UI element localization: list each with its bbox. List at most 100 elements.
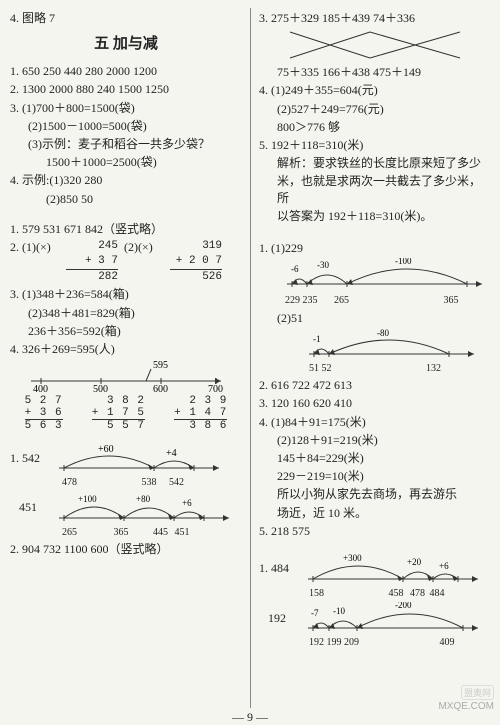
calc-row: + 3 7 <box>66 254 118 270</box>
calc-row: 5 2 7 <box>25 395 63 407</box>
calc-row: 3 8 2 <box>92 395 145 407</box>
text-line: 2. 904 732 1100 600（竖式略） <box>10 541 242 557</box>
tick: 600 <box>153 384 168 393</box>
tick-row: 51 52 132 <box>259 362 490 376</box>
text-line: 场近，近 10 米。 <box>259 505 490 521</box>
cross-diagram <box>270 28 480 62</box>
text-line: 3. 120 160 620 410 <box>259 395 490 411</box>
tick: 132 <box>334 363 441 374</box>
text-line: 236＋356=592(箱) <box>10 323 242 339</box>
arc-row: 1. 542 +60 +4 <box>10 442 242 474</box>
text-line: (2)850 50 <box>10 191 242 207</box>
tick: 199 <box>327 637 342 648</box>
tick: 192 <box>309 637 324 648</box>
text-line: 1. 579 531 671 842（竖式略） <box>10 221 242 237</box>
arc-label: -1 <box>313 334 321 344</box>
arc-label: -100 <box>395 258 412 266</box>
tick-row: 229 235 265 365 <box>259 294 490 308</box>
text-line: 229－219=10(米) <box>259 468 490 484</box>
text-line: (2)527＋249=776(元) <box>259 101 490 117</box>
vertical-add-row: 2. (1)(×) 245 + 3 7 282 (2)(×) 319 + 2 0… <box>10 239 242 285</box>
calc-row: 282 <box>66 270 118 285</box>
arc-label: +60 <box>98 444 114 455</box>
text-line: (2)1500－1000=500(袋) <box>10 118 242 134</box>
calc-row: 5 5 7 <box>92 420 145 432</box>
tick: 451 <box>171 527 190 538</box>
text-line: 所以小狗从家先去商场，再去游乐 <box>259 486 490 502</box>
text-line: (2)128＋91=219(米) <box>259 432 490 448</box>
arc-label: +80 <box>136 494 151 504</box>
arc-line: -1 -80 <box>299 328 479 360</box>
tick-row: 158 458 478 484 <box>259 587 490 601</box>
arc-label: -7 <box>311 608 319 618</box>
tick-row: 478 538 542 <box>10 476 242 490</box>
text-line: 4. 示例:(1)320 280 <box>10 172 242 188</box>
text-line: 1. (1)229 <box>259 240 490 256</box>
arc-line: +300 +20 +6 <box>303 553 483 585</box>
arc-line: -7 -10 -200 <box>303 602 483 634</box>
tick: 235 <box>303 295 318 306</box>
arc-label: +6 <box>182 498 192 508</box>
text-line: (2)348＋481=829(箱) <box>10 305 242 321</box>
tick: 265 <box>320 295 349 306</box>
text-line: (3)示例：麦子和稻谷一共多少袋？ <box>10 136 242 152</box>
row-label: 192 <box>259 611 303 626</box>
tick: 365 <box>80 527 129 538</box>
top-note: 4. 图略 7 <box>10 10 242 26</box>
calc-row: + 1 7 5 <box>92 407 145 420</box>
boxed-adds: 5 2 7 + 3 6 5 6 3 3 8 2 + 1 7 5 5 5 7 2 … <box>10 395 242 432</box>
explain-line: 解析：要求铁丝的长度比原来短了多少 <box>259 155 490 171</box>
row-label: 1. 542 <box>10 451 54 466</box>
arc-line: +100 +80 +6 <box>54 492 234 524</box>
tick: 700 <box>208 384 223 393</box>
text-line: 1500＋1000=2500(袋) <box>10 154 242 170</box>
tick-row: 265 365 445 451 <box>10 526 242 540</box>
arc-label: -200 <box>395 602 412 610</box>
calc-row: + 2 0 7 <box>170 254 222 270</box>
arc-label: +20 <box>407 557 422 567</box>
text-line: 4. (1)84＋91=175(米) <box>259 414 490 430</box>
explain-line: 米，也就是求两次一共截去了多少米，所 <box>259 173 490 205</box>
label: (2)(×) <box>118 239 170 255</box>
tick: 484 <box>428 588 445 599</box>
label: 2. (1)(×) <box>10 239 66 255</box>
calc-row: + 3 6 <box>25 407 63 420</box>
chapter-title: 五 加与减 <box>10 32 242 53</box>
text-line: 5. 218 575 <box>259 523 490 539</box>
calc-row: 526 <box>170 270 222 285</box>
text-line: 2. 616 722 472 613 <box>259 377 490 393</box>
tick: 500 <box>93 384 108 393</box>
tick: 51 <box>309 363 319 374</box>
tick: 542 <box>159 477 184 488</box>
calc-row: 319 <box>170 239 222 254</box>
text-line: 75＋335 166＋438 475＋149 <box>259 64 490 80</box>
tick: 209 <box>344 637 359 648</box>
arc-label: -30 <box>317 260 329 270</box>
arc-label: +300 <box>343 553 362 563</box>
row-label: 1. 484 <box>259 561 303 576</box>
vertical-calc: 319 + 2 0 7 526 <box>170 239 222 285</box>
arc-label: -6 <box>291 264 299 274</box>
text-line: 5. 192＋118=310(米) <box>259 137 490 153</box>
tick: 478 <box>62 477 77 488</box>
tick: 478 <box>406 588 425 599</box>
text-line: 800＞776 够 <box>259 119 490 135</box>
tick: 538 <box>80 477 157 488</box>
arc-line: +60 +4 <box>54 442 224 474</box>
nl-label: 595 <box>153 360 168 371</box>
text-line: 3. (1)348＋236=584(箱) <box>10 286 242 302</box>
arc-line: -6 -30 -100 <box>277 258 487 292</box>
right-column: 3. 275＋329 185＋439 74＋336 75＋335 166＋438… <box>250 8 490 708</box>
arc-label: +6 <box>439 561 449 571</box>
arc-label: -10 <box>333 606 345 616</box>
tick: 445 <box>131 527 168 538</box>
arc-label: +4 <box>166 448 177 459</box>
calc-row: 5 6 3 <box>25 420 63 432</box>
arc-row: 1. 484 +300 +20 +6 <box>259 553 490 585</box>
calc-row: 245 <box>66 239 118 254</box>
site-logo: 盟奥网 <box>461 685 494 700</box>
tick: 458 <box>327 588 404 599</box>
arc-label: +100 <box>78 494 97 504</box>
text-line: 2. 1300 2000 880 240 1500 1250 <box>10 81 242 97</box>
tick: 265 <box>62 527 77 538</box>
